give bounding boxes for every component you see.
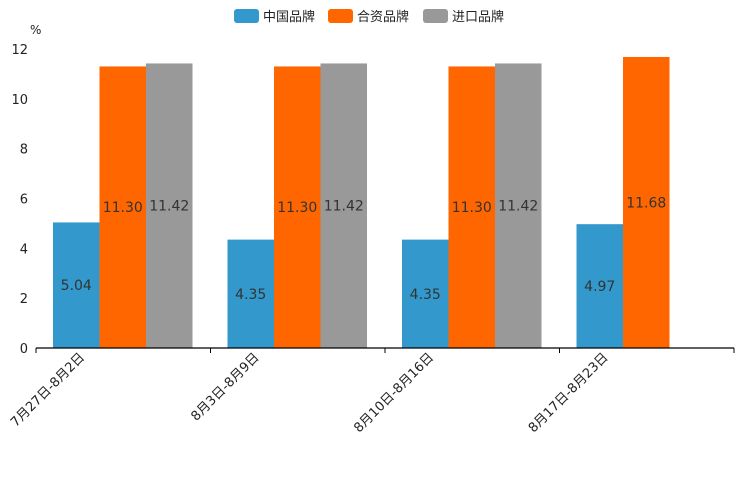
bar-1-1 (53, 222, 100, 348)
data-label-1-3: 4.35 (410, 287, 441, 303)
data-label-2-4: 11.68 (626, 195, 666, 211)
legend-label-2: 合资品牌 (357, 9, 409, 25)
data-label-1-2: 4.35 (235, 287, 266, 303)
category-label-4: 8月17日-8月23日 (526, 350, 612, 436)
category-labels: 7月27日-8月2日 8月3日-8月9日 8月10日-8月16日 8月17日-8月23… (8, 350, 611, 436)
bars (53, 56, 670, 349)
y-tick-label-4: 4 (20, 242, 28, 257)
legend-label-3: 进口品牌 (452, 9, 504, 25)
category-label-2: 8月3日-8月9日 (188, 350, 262, 424)
bar-2-1 (99, 66, 146, 349)
data-label-2-1: 11.30 (103, 200, 143, 216)
bar-3-1 (146, 63, 193, 349)
legend: 中国品牌 合资品牌 进口品牌 (234, 9, 504, 25)
bar-2-2 (274, 66, 321, 349)
data-label-2-3: 11.30 (452, 200, 492, 216)
x-axis-ticks (35, 348, 735, 353)
legend-label-1: 中国品牌 (263, 9, 315, 25)
y-tick-label-8: 8 (20, 143, 28, 158)
bar-2-3 (448, 66, 495, 349)
data-label-3-1: 11.42 (149, 199, 189, 215)
data-label-2-2: 11.30 (277, 200, 317, 216)
y-tick-label-0: 0 (20, 342, 28, 357)
bar-2-4 (623, 56, 670, 349)
y-tick-label-6: 6 (20, 193, 28, 208)
y-axis-unit-label: % (30, 23, 41, 37)
category-label-3: 8月10日-8月16日 (351, 350, 437, 436)
bar-1-3 (402, 239, 449, 348)
legend-swatch-1 (234, 9, 259, 23)
legend-swatch-3 (423, 9, 448, 23)
data-label-1-4: 4.97 (584, 279, 615, 295)
bar-3-2 (320, 63, 367, 349)
y-tick-label-12: 12 (11, 43, 28, 58)
bar-1-4 (576, 224, 623, 348)
y-tick-label-2: 2 (20, 292, 28, 307)
legend-swatch-2 (328, 9, 353, 23)
bar-3-3 (495, 63, 542, 349)
data-label-3-3: 11.42 (498, 199, 538, 215)
bar-1-2 (227, 239, 274, 348)
y-tick-label-10: 10 (11, 93, 28, 108)
data-label-1-1: 5.04 (61, 278, 92, 294)
y-axis-ticks: 0 2 4 6 8 10 12 (11, 43, 28, 357)
data-label-3-2: 11.42 (324, 199, 364, 215)
data-labels: 5.04 11.30 11.42 4.35 11.30 11.42 4.35 11.30 11.… (61, 195, 667, 302)
category-label-1: 7月27日-8月2日 (8, 350, 88, 430)
